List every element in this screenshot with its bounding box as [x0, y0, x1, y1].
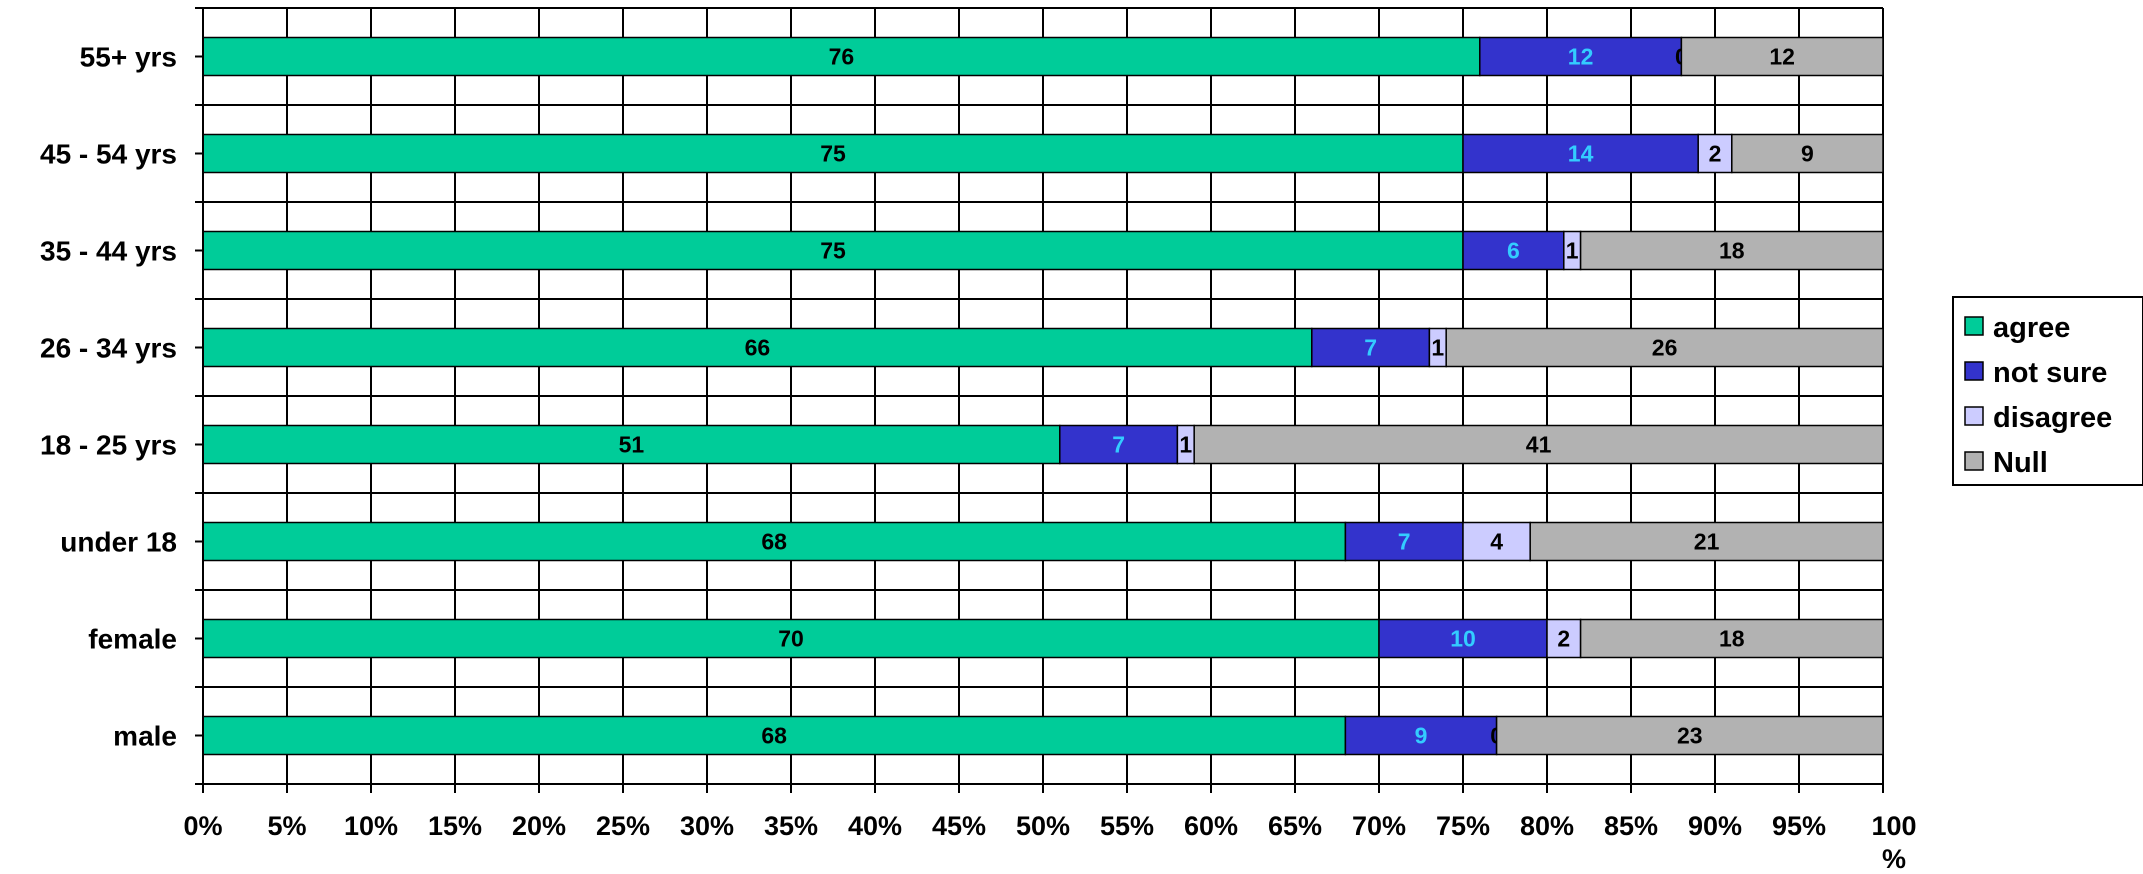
- x-tick-label: 85%: [1604, 811, 1658, 841]
- data-label: 21: [1694, 529, 1720, 555]
- bar-segment-not-sure: [1479, 36, 1683, 77]
- x-tick-label: 75%: [1436, 811, 1490, 841]
- legend-swatch: [1964, 316, 1984, 336]
- data-label: 26: [1652, 335, 1678, 361]
- x-tick-label: 5%: [267, 811, 306, 841]
- x-tick-label: 80%: [1520, 811, 1574, 841]
- category-label: 45 - 54 yrs: [40, 139, 177, 170]
- data-label: 51: [619, 432, 645, 458]
- legend-swatch: [1964, 451, 1984, 471]
- data-label: 68: [761, 723, 787, 749]
- data-label: 2: [1709, 141, 1722, 167]
- x-tick-label: 65%: [1268, 811, 1322, 841]
- data-label: 70: [778, 626, 804, 652]
- x-tick-label: 35%: [764, 811, 818, 841]
- data-label: 1: [1431, 335, 1444, 361]
- bar-segment-agree: [202, 715, 1347, 756]
- data-label: 14: [1568, 141, 1594, 167]
- bar-segment-null: [1495, 715, 1884, 756]
- category-labels: 55+ yrs 45 - 54 yrs 35 - 44 yrs 26 - 34 yrs…: [40, 42, 177, 752]
- data-label: 7: [1364, 335, 1377, 361]
- x-tick-label: 0%: [183, 811, 222, 841]
- bar-segment-null: [1529, 521, 1884, 562]
- data-label: 2: [1557, 626, 1570, 652]
- x-tick-label: 55%: [1100, 811, 1154, 841]
- x-tick-label: 10%: [344, 811, 398, 841]
- x-tick-label: 50%: [1016, 811, 1070, 841]
- category-label: female: [88, 624, 177, 655]
- chart-grid: [202, 7, 1884, 785]
- bar-segment-disagree: [1462, 521, 1531, 562]
- category-label: 55+ yrs: [80, 42, 177, 73]
- bar-segment-disagree: [1697, 133, 1733, 174]
- data-label: 66: [745, 335, 771, 361]
- data-label: 18: [1719, 238, 1745, 264]
- bar-segment-disagree: [1546, 618, 1582, 659]
- bar-segment-agree: [202, 327, 1313, 368]
- x-tick-unit: %: [1882, 844, 1906, 874]
- category-label: 18 - 25 yrs: [40, 430, 177, 461]
- data-label: 75: [820, 238, 846, 264]
- data-label: 12: [1568, 44, 1594, 70]
- x-tick-label: 90%: [1688, 811, 1742, 841]
- data-label: 23: [1677, 723, 1703, 749]
- data-label: 41: [1526, 432, 1552, 458]
- x-tick-label: 70%: [1352, 811, 1406, 841]
- data-label: 18: [1719, 626, 1745, 652]
- bar-segment-null: [1731, 133, 1884, 174]
- category-label: 26 - 34 yrs: [40, 333, 177, 364]
- legend-swatch: [1964, 406, 1984, 426]
- chart-bars: 7612012751429756118667126517141687421701…: [202, 36, 1884, 756]
- x-tick-label: 25%: [596, 811, 650, 841]
- data-label: 1: [1566, 238, 1579, 264]
- data-label: 12: [1769, 44, 1795, 70]
- x-tick-label: 20%: [512, 811, 566, 841]
- bar-segment-null: [1193, 424, 1884, 465]
- legend: agree not sure disagree Null: [1952, 296, 2143, 486]
- bar-segment-not-sure: [1344, 715, 1498, 756]
- x-tick-labels: 0% 5% 10% 15% 20% 25% 30% 35% 40% 45% 50% 55% 60% 65%…: [183, 811, 1916, 874]
- legend-label: Null: [1993, 447, 2048, 479]
- bar-segment-null: [1579, 618, 1884, 659]
- data-label: 68: [761, 529, 787, 555]
- data-label: 7: [1398, 529, 1411, 555]
- bar-segment-not-sure: [1378, 618, 1548, 659]
- data-label: 6: [1507, 238, 1520, 264]
- x-tick-label: 60%: [1184, 811, 1238, 841]
- data-label: 75: [820, 141, 846, 167]
- bar-segment-not-sure: [1344, 521, 1464, 562]
- data-label: 9: [1801, 141, 1814, 167]
- legend-box: [1952, 296, 2143, 486]
- legend-label: disagree: [1993, 402, 2112, 434]
- bar-segment-agree: [202, 618, 1380, 659]
- x-tick-label: 40%: [848, 811, 902, 841]
- x-tick-label: 100: [1871, 811, 1916, 841]
- bar-segment-not-sure: [1311, 327, 1431, 368]
- bar-segment-null: [1680, 36, 1884, 77]
- legend-label: not sure: [1993, 357, 2107, 389]
- x-tick-label: 95%: [1772, 811, 1826, 841]
- bar-segment-not-sure: [1059, 424, 1179, 465]
- data-label: 1: [1179, 432, 1192, 458]
- data-label: 76: [829, 44, 855, 70]
- data-label: 7: [1112, 432, 1125, 458]
- bar-segment-null: [1445, 327, 1884, 368]
- legend-label: agree: [1993, 312, 2070, 344]
- x-tick-label: 45%: [932, 811, 986, 841]
- legend-swatch: [1964, 361, 1984, 381]
- bar-segment-agree: [202, 521, 1347, 562]
- bar-segment-not-sure: [1462, 230, 1565, 271]
- data-label: 10: [1450, 626, 1476, 652]
- category-label: under 18: [60, 527, 177, 558]
- chart-axes: [195, 7, 1884, 793]
- data-label: 4: [1490, 529, 1503, 555]
- category-label: male: [113, 721, 177, 752]
- bar-segment-null: [1579, 230, 1884, 271]
- data-label: 9: [1415, 723, 1428, 749]
- category-label: 35 - 44 yrs: [40, 236, 177, 267]
- x-tick-label: 30%: [680, 811, 734, 841]
- x-tick-label: 15%: [428, 811, 482, 841]
